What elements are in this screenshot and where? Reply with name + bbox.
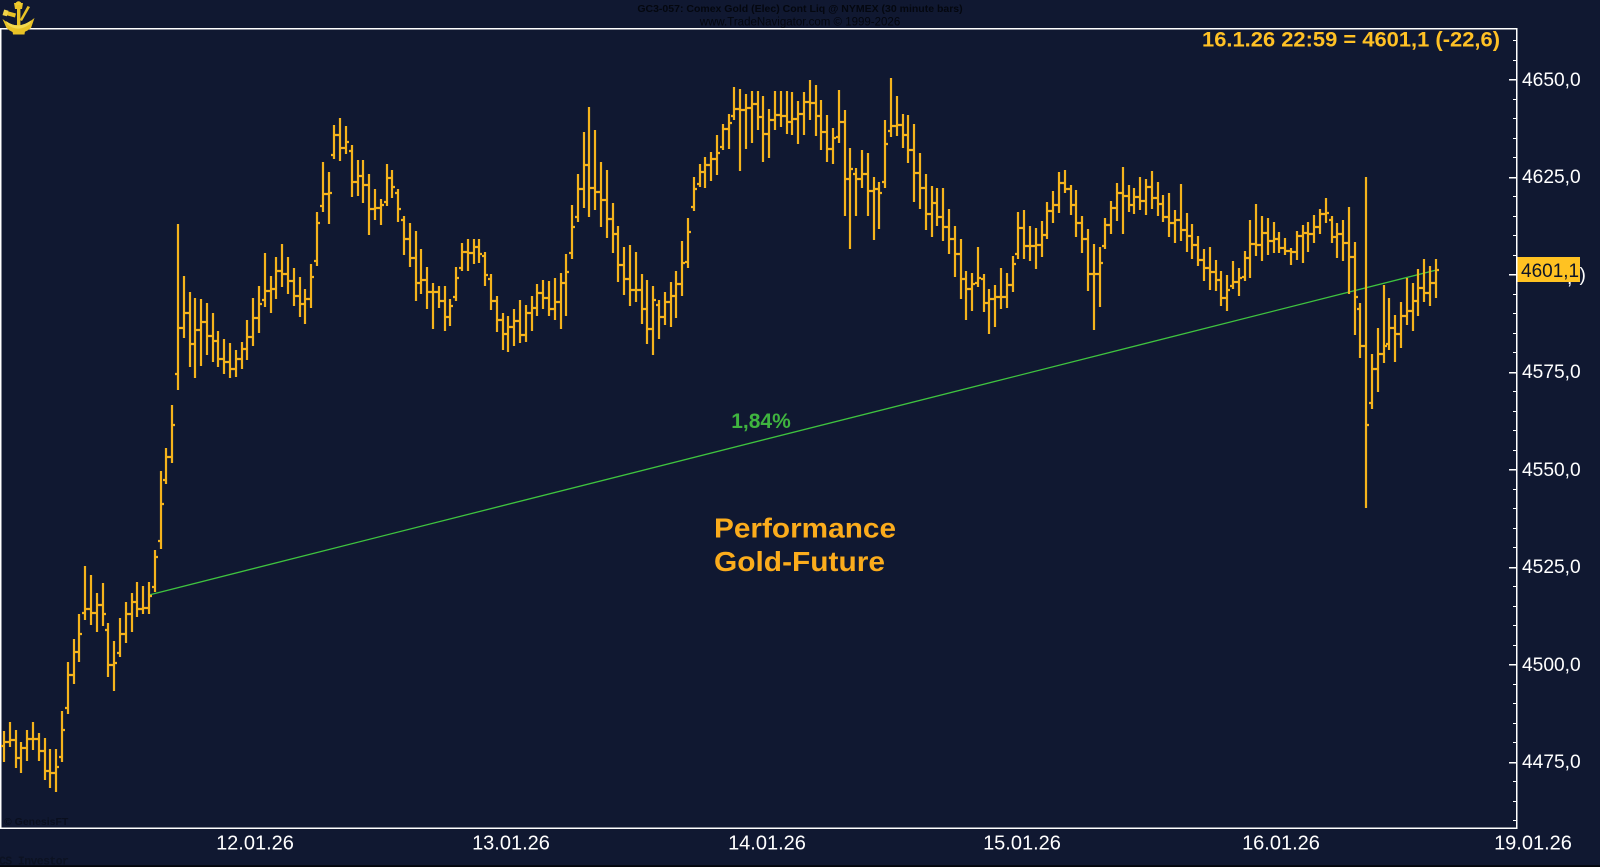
svg-text:Gold-Future: Gold-Future [714,546,885,577]
svg-text:14.01.26: 14.01.26 [728,833,806,855]
svg-text:Performance: Performance [714,513,896,544]
svg-text:4550,0: 4550,0 [1522,460,1581,481]
svg-text:4475,0: 4475,0 [1522,752,1581,773]
svg-text:13.01.26: 13.01.26 [472,833,550,855]
svg-text:15.01.26: 15.01.26 [983,833,1061,855]
svg-text:12.01.26: 12.01.26 [216,833,294,855]
svg-text:16.1.26 22:59 = 4601,1 (-22,6): 16.1.26 22:59 = 4601,1 (-22,6) [1202,29,1500,52]
svg-text:): ) [1580,265,1586,286]
svg-text:www.TradeNavigator.com © 1999-: www.TradeNavigator.com © 1999-2026 [699,16,900,28]
svg-text:4625,0: 4625,0 [1522,167,1581,188]
svg-text:© GenesisFT: © GenesisFT [4,816,69,828]
svg-text:1,84%: 1,84% [731,410,791,433]
svg-text:CS Investor: CS Investor [0,856,69,867]
svg-text:16.01.26: 16.01.26 [1242,833,1320,855]
svg-text:4525,0: 4525,0 [1522,557,1581,578]
svg-text:GC3-057: Comex Gold (Elec) Co: GC3-057: Comex Gold (Elec) Cont Liq @ NY… [637,3,962,15]
svg-text:19.01.26: 19.01.26 [1494,833,1572,855]
svg-text:4601,1: 4601,1 [1521,261,1579,282]
svg-text:4575,0: 4575,0 [1522,362,1581,383]
svg-text:4650,0: 4650,0 [1522,70,1581,91]
svg-text:4500,0: 4500,0 [1522,655,1581,676]
